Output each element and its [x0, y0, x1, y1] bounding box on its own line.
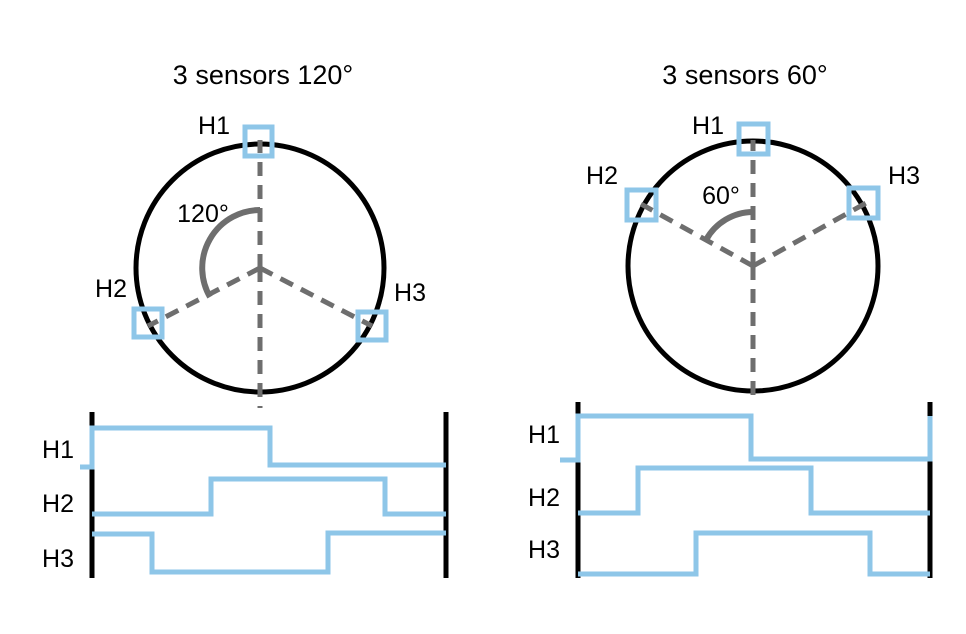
angle-arc-120 [199, 207, 261, 299]
waveform-h2-120 [92, 476, 446, 517]
sensor-h3-120 [355, 309, 389, 343]
waveform-h1-120 [80, 425, 446, 470]
sensor-h1-60 [736, 121, 771, 157]
sensor-label-h2-60: H2 [586, 162, 618, 190]
angle-label-120: 120° [177, 200, 229, 228]
waveform-h1-60 [560, 413, 933, 463]
sensor-label-h1-60: H1 [692, 112, 724, 140]
waveform-h3-120 [92, 530, 446, 575]
guide-lines-120 [146, 140, 374, 408]
sensor-label-h3-120: H3 [394, 279, 426, 307]
angle-label-60: 60° [702, 182, 740, 210]
panel-60: 3 sensors 60° 60° H1 H2 H3 H1 H2 [528, 60, 933, 578]
sensor-label-h2-120: H2 [95, 275, 127, 303]
title-60: 3 sensors 60° [662, 60, 827, 90]
guide-lines-60 [639, 140, 868, 396]
sensor-h2-60 [624, 187, 659, 223]
wave-label-h2-60: H2 [528, 484, 560, 512]
sensor-h3-60 [846, 185, 881, 221]
wave-label-h3-120: H3 [42, 545, 74, 573]
sensor-h1-120 [242, 124, 275, 159]
waveform-h2-60 [578, 465, 930, 516]
wave-label-h3-60: H3 [528, 536, 560, 564]
angle-arc-60 [703, 209, 754, 242]
title-120: 3 sensors 120° [173, 60, 353, 90]
wave-label-h1-60: H1 [528, 421, 560, 449]
sensor-h2-120 [131, 306, 165, 340]
sensor-label-h3-60: H3 [888, 162, 920, 190]
wave-label-h1-120: H1 [42, 436, 74, 464]
wave-label-h2-120: H2 [42, 490, 74, 518]
sensor-label-h1-120: H1 [198, 112, 230, 140]
panel-120: 3 sensors 120° 120° H1 H2 H3 H1 H2 [42, 60, 449, 578]
waveform-h3-60 [578, 530, 930, 577]
